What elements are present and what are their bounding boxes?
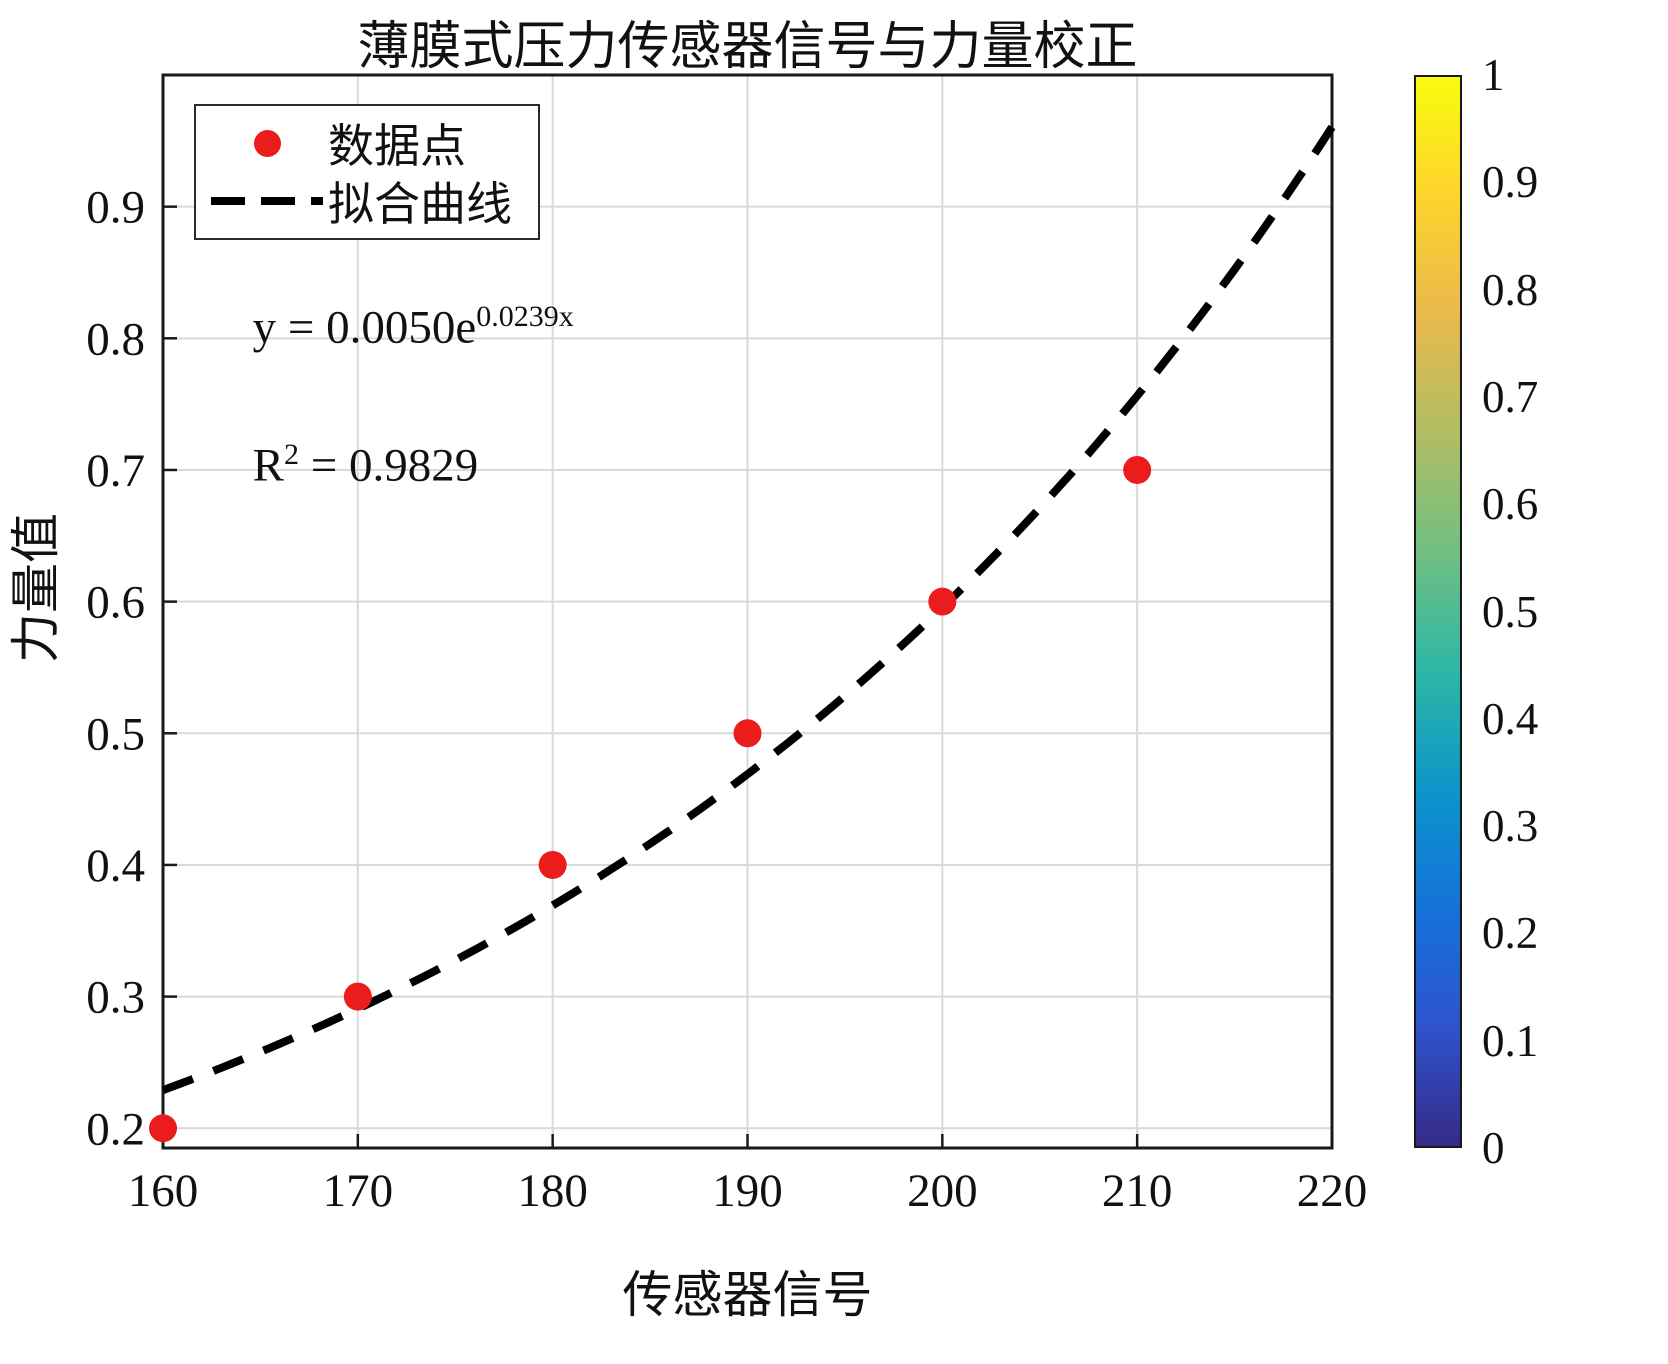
colorbar-tick-label: 1 bbox=[1482, 50, 1505, 100]
colorbar-tick-label: 0.1 bbox=[1482, 1015, 1539, 1066]
x-tick-label: 180 bbox=[517, 1165, 588, 1217]
x-tick-label: 160 bbox=[128, 1165, 199, 1217]
colorbar-gradient bbox=[1414, 75, 1462, 1148]
y-tick-label: 0.2 bbox=[86, 1103, 145, 1155]
y-tick-label: 0.8 bbox=[86, 313, 145, 365]
colorbar-tick-label: 0.7 bbox=[1482, 371, 1539, 422]
data-point bbox=[538, 850, 567, 879]
legend-label: 拟合曲线 bbox=[328, 179, 512, 230]
annotation-equation: y = 0.0050e0.0239x bbox=[252, 299, 574, 354]
chart-title: 薄膜式压力传感器信号与力量校正 bbox=[357, 19, 1138, 76]
x-tick-label: 220 bbox=[1297, 1165, 1368, 1217]
data-point bbox=[1123, 455, 1152, 484]
legend-label: 数据点 bbox=[328, 121, 466, 172]
y-tick-label: 0.6 bbox=[86, 577, 145, 629]
y-axis-label: 力量值 bbox=[8, 513, 64, 663]
colorbar-tick-label: 0.3 bbox=[1482, 801, 1539, 852]
colorbar-tick-label: 0.8 bbox=[1482, 264, 1539, 315]
data-point bbox=[928, 587, 957, 616]
colorbar-tick-label: 0.9 bbox=[1482, 157, 1539, 208]
colorbar-tick-label: 0 bbox=[1482, 1123, 1505, 1173]
x-tick-label: 170 bbox=[323, 1165, 394, 1217]
colorbar-tick-label: 0.6 bbox=[1482, 479, 1539, 530]
legend-item: 拟合曲线 bbox=[206, 172, 512, 230]
y-tick-label: 0.9 bbox=[86, 182, 145, 234]
y-tick-label: 0.3 bbox=[86, 972, 145, 1024]
fit-curve bbox=[161, 124, 1336, 1094]
colorbar-tick-label: 0.5 bbox=[1482, 586, 1539, 637]
y-tick-label: 0.5 bbox=[86, 708, 145, 760]
data-point bbox=[733, 719, 762, 748]
legend: 数据点 拟合曲线 bbox=[194, 104, 540, 240]
y-tick-label: 0.4 bbox=[86, 840, 145, 892]
colorbar-tick-label: 0.4 bbox=[1482, 693, 1539, 744]
data-point bbox=[343, 982, 372, 1011]
legend-dash-marker bbox=[206, 196, 328, 206]
legend-dot-marker bbox=[206, 129, 328, 157]
x-tick-label: 210 bbox=[1102, 1165, 1173, 1217]
x-tick-label: 200 bbox=[907, 1165, 978, 1217]
colorbar-tick-label: 0.2 bbox=[1482, 908, 1539, 959]
x-tick-label: 190 bbox=[712, 1165, 783, 1217]
y-tick-label: 0.7 bbox=[86, 445, 145, 497]
annotation-r-squared: R2 = 0.9829 bbox=[252, 437, 479, 492]
legend-item: 数据点 bbox=[206, 114, 512, 172]
legend-dot-icon bbox=[253, 129, 281, 157]
x-axis-label: 传感器信号 bbox=[622, 1267, 873, 1323]
data-point bbox=[149, 1114, 177, 1143]
